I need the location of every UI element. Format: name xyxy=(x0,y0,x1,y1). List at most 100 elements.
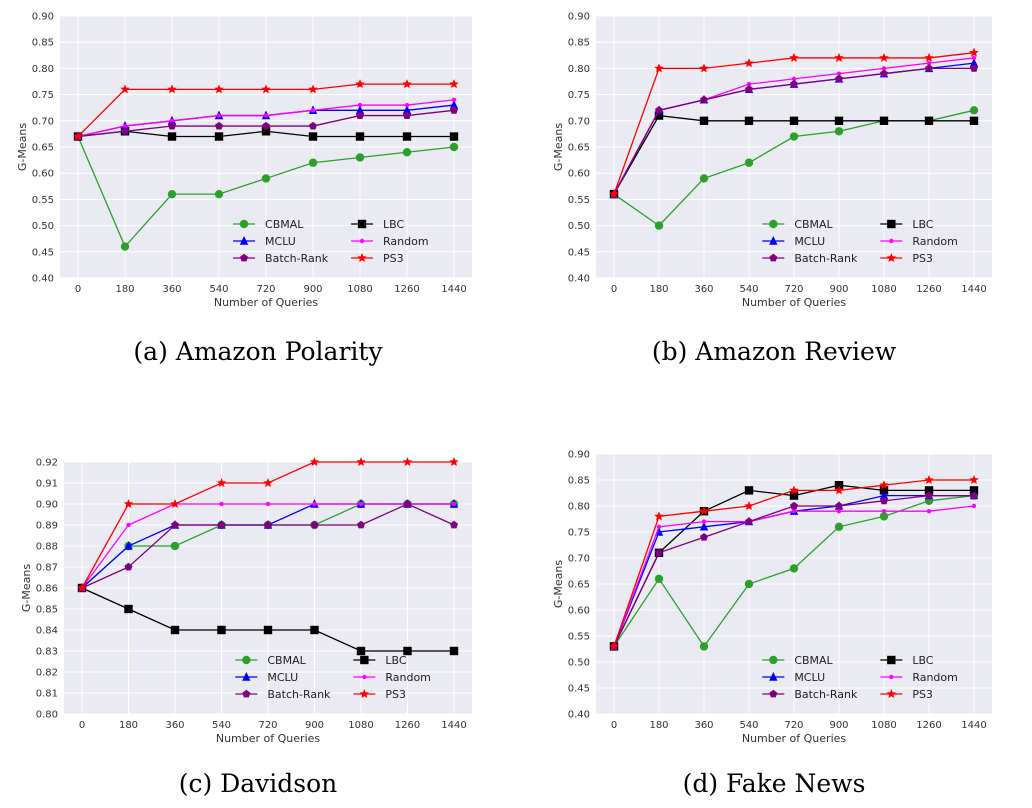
legend-marker xyxy=(360,655,369,665)
legend-marker xyxy=(887,655,896,665)
legend-label: Random xyxy=(912,235,958,248)
x-tick-label: 0 xyxy=(79,720,85,731)
y-axis-label: G-Means xyxy=(552,123,565,171)
y-tick-label: 0.65 xyxy=(32,143,54,154)
data-point xyxy=(167,84,177,94)
data-point xyxy=(836,71,842,76)
series-batch-rank xyxy=(610,491,978,650)
y-tick-label: 0.90 xyxy=(568,12,590,23)
y-tick-label: 0.70 xyxy=(568,554,590,565)
legend-label: LBC xyxy=(912,218,933,231)
data-point xyxy=(215,121,223,130)
data-point xyxy=(654,221,664,230)
data-point xyxy=(700,533,708,541)
legend-marker xyxy=(769,672,778,681)
data-point xyxy=(699,174,709,183)
data-point xyxy=(402,105,412,115)
legend-marker xyxy=(357,219,367,229)
data-point xyxy=(744,116,754,125)
data-point xyxy=(77,583,87,593)
data-point xyxy=(791,76,797,82)
data-point xyxy=(355,105,365,115)
data-point xyxy=(699,642,709,651)
data-point xyxy=(73,131,83,141)
x-tick-label: 1440 xyxy=(961,284,986,295)
y-tick-label: 0.82 xyxy=(36,668,58,679)
data-point xyxy=(168,121,176,130)
legend-label: CBMAL xyxy=(267,654,306,667)
data-point xyxy=(834,116,844,125)
x-tick-label: 1440 xyxy=(441,720,466,731)
y-tick-label: 0.70 xyxy=(32,116,54,127)
data-point xyxy=(699,63,709,73)
x-axis-label: Number of Queries xyxy=(742,296,847,309)
data-point xyxy=(836,509,842,514)
y-tick-label: 0.88 xyxy=(36,542,58,553)
data-point xyxy=(214,84,224,94)
data-point xyxy=(744,501,754,511)
data-point xyxy=(789,491,799,500)
y-tick-label: 0.65 xyxy=(568,580,590,591)
data-point xyxy=(791,509,797,514)
legend-label: Batch-Rank xyxy=(265,252,329,265)
x-tick-label: 360 xyxy=(162,284,181,295)
data-point xyxy=(167,132,177,141)
data-point xyxy=(123,499,134,509)
data-point xyxy=(835,74,843,83)
data-point xyxy=(124,562,133,571)
data-point xyxy=(924,116,934,125)
y-tick-label: 0.60 xyxy=(568,606,590,617)
data-point xyxy=(656,524,662,529)
data-point xyxy=(834,485,844,495)
legend-marker xyxy=(359,689,370,699)
data-point xyxy=(310,625,319,635)
data-point xyxy=(654,111,664,120)
y-tick-label: 0.50 xyxy=(568,221,590,232)
data-point xyxy=(449,100,459,109)
data-point xyxy=(790,79,798,88)
data-point xyxy=(744,486,754,495)
legend: CBMAL MCLU Batch-Rank LBC Random PS3 xyxy=(233,218,429,265)
data-point xyxy=(217,625,226,635)
legend-marker xyxy=(769,253,778,262)
data-point xyxy=(264,520,272,529)
x-tick-label: 180 xyxy=(649,720,668,731)
legend: CBMAL MCLU Batch-Rank LBC Random PS3 xyxy=(762,654,958,701)
x-tick-label: 900 xyxy=(303,284,322,295)
data-point xyxy=(261,127,271,136)
legend-label: CBMAL xyxy=(794,218,833,231)
y-tick-label: 0.80 xyxy=(36,710,58,721)
legend-marker xyxy=(240,253,249,262)
caption-amazon-polarity: (a) Amazon Polarity xyxy=(133,337,383,366)
data-point xyxy=(120,242,130,251)
data-point xyxy=(699,116,709,125)
data-point xyxy=(403,111,411,119)
data-point xyxy=(404,102,410,108)
x-tick-label: 0 xyxy=(75,284,81,295)
legend-marker xyxy=(242,672,251,681)
data-point xyxy=(262,121,270,130)
data-point xyxy=(312,501,317,507)
series-ps3 xyxy=(609,475,979,651)
data-point xyxy=(925,64,933,72)
data-point xyxy=(744,158,754,167)
x-axis-label: Number of Queries xyxy=(742,732,847,745)
data-point xyxy=(217,520,226,529)
legend-marker xyxy=(886,689,897,699)
series-ps3 xyxy=(77,457,459,593)
y-tick-label: 0.60 xyxy=(32,169,54,180)
legend-label: MCLU xyxy=(794,235,825,248)
data-point xyxy=(449,457,459,467)
data-point xyxy=(403,499,412,508)
series-random xyxy=(75,97,457,139)
legend-label: MCLU xyxy=(265,235,296,248)
y-tick-label: 0.81 xyxy=(36,689,58,700)
data-point xyxy=(263,625,273,635)
y-tick-label: 0.80 xyxy=(32,64,54,75)
y-tick-label: 0.85 xyxy=(36,605,58,616)
data-point xyxy=(880,69,888,78)
data-point xyxy=(971,503,977,509)
x-tick-label: 1080 xyxy=(871,284,896,295)
y-tick-label: 0.90 xyxy=(32,12,54,23)
x-tick-label: 180 xyxy=(649,284,668,295)
